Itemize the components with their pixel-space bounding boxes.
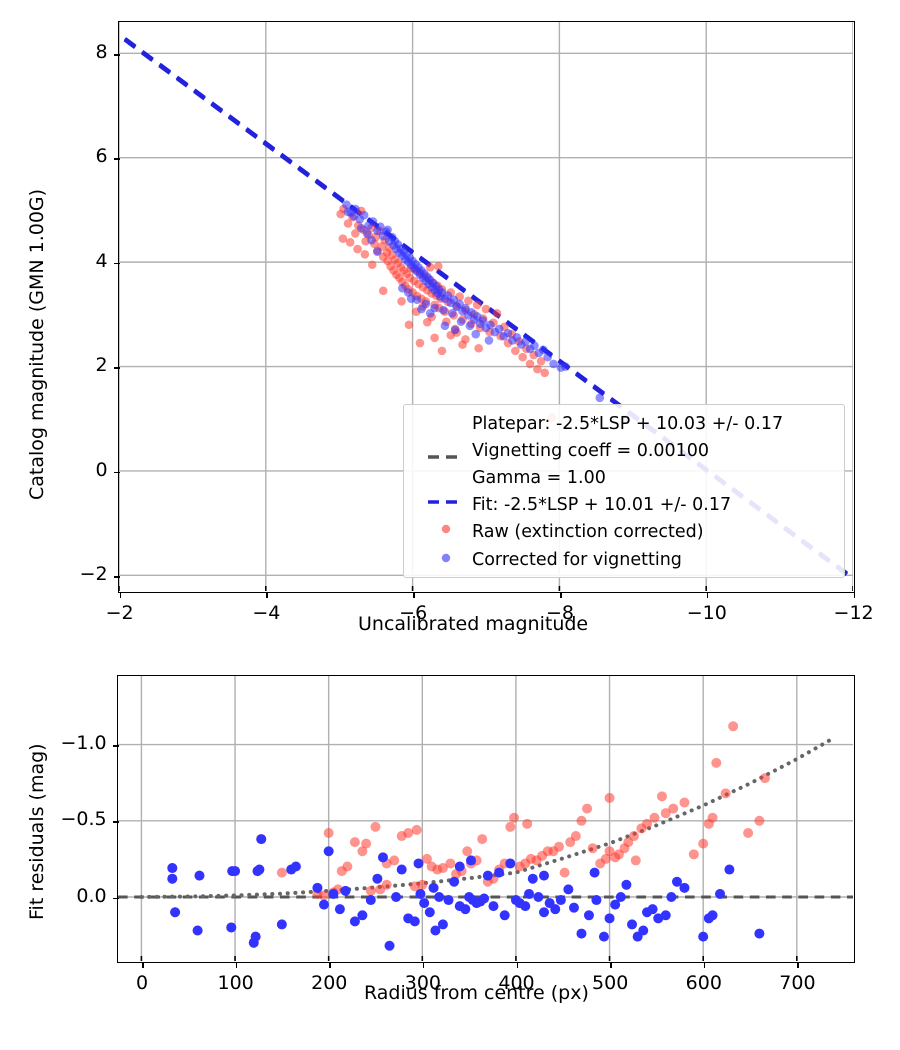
residuals-plot-canvas bbox=[118, 676, 853, 961]
y-tick-label: 6 bbox=[95, 145, 108, 168]
y-tick-label: −1.0 bbox=[60, 732, 107, 755]
scatter-series bbox=[342, 200, 630, 424]
y-tick-label: 4 bbox=[95, 249, 108, 272]
x-tick-label: −12 bbox=[833, 601, 874, 624]
y-tick-label: 2 bbox=[95, 354, 108, 377]
x-tick-mark bbox=[560, 591, 562, 598]
x-tick-mark bbox=[703, 961, 706, 968]
x-tick-label: 600 bbox=[685, 971, 722, 994]
x-tick-label: −2 bbox=[105, 601, 134, 624]
y-tick-label: 8 bbox=[95, 40, 108, 63]
x-tick-label: 400 bbox=[498, 971, 535, 994]
x-tick-mark bbox=[853, 591, 856, 598]
x-tick-label: 700 bbox=[779, 971, 816, 994]
x-tick-mark bbox=[413, 591, 415, 598]
photometry-plot-canvas bbox=[119, 22, 853, 591]
legend-entry-platepar: Platepar: -2.5*LSP + 10.03 +/- 0.17 bbox=[472, 414, 784, 434]
y-tick-mark bbox=[113, 367, 120, 369]
x-tick-label: 0 bbox=[135, 971, 149, 994]
x-tick-label: 100 bbox=[217, 971, 254, 994]
scatter-series bbox=[167, 834, 765, 951]
legend-entry-raw: Raw (extinction corrected) bbox=[472, 522, 704, 542]
y-tick-label: −2 bbox=[79, 562, 108, 585]
x-tick-mark bbox=[706, 591, 709, 598]
x-tick-mark bbox=[266, 591, 268, 598]
fit-residuals-plot bbox=[117, 675, 855, 963]
axis-label-y-top: Catalog magnitude (GMN 1.00G) bbox=[26, 188, 48, 500]
x-tick-label: −6 bbox=[399, 601, 428, 624]
x-tick-mark bbox=[142, 961, 144, 968]
y-tick-mark bbox=[113, 575, 120, 578]
axis-label-x-bottom: Radius from centre (px) bbox=[364, 982, 589, 1004]
x-tick-label: 500 bbox=[592, 971, 629, 994]
x-tick-label: −4 bbox=[252, 601, 281, 624]
y-tick-label: 0.0 bbox=[76, 884, 107, 907]
y-tick-mark bbox=[112, 821, 119, 823]
x-tick-mark bbox=[516, 961, 519, 968]
axis-label-y-bottom: Fit residuals (mag) bbox=[26, 743, 48, 920]
axis-label-x-top: Uncalibrated magnitude bbox=[358, 613, 589, 635]
y-tick-label: 0 bbox=[95, 458, 108, 481]
legend-box: Platepar: -2.5*LSP + 10.03 +/- 0.17 Vign… bbox=[403, 404, 845, 578]
legend-markers bbox=[428, 455, 464, 563]
scatter-series bbox=[167, 721, 770, 948]
x-tick-mark bbox=[422, 961, 425, 968]
y-tick-mark bbox=[112, 897, 119, 900]
y-tick-label: −0.5 bbox=[60, 808, 107, 831]
x-tick-label: 300 bbox=[404, 971, 442, 994]
y-tick-mark bbox=[113, 471, 120, 474]
x-tick-label: −8 bbox=[545, 601, 575, 624]
legend-entry-vignetting-coeff: Vignetting coeff = 0.00100 bbox=[472, 441, 710, 461]
x-tick-mark bbox=[119, 591, 122, 598]
y-tick-mark bbox=[113, 53, 120, 56]
x-tick-label: −10 bbox=[686, 601, 727, 624]
legend-entry-corrected: Corrected for vignetting bbox=[472, 550, 682, 570]
y-tick-mark bbox=[113, 158, 120, 160]
x-tick-mark bbox=[235, 961, 238, 968]
y-tick-mark bbox=[113, 262, 120, 265]
legend-entry-fit: Fit: -2.5*LSP + 10.01 +/- 0.17 bbox=[472, 495, 732, 515]
x-tick-mark bbox=[610, 961, 612, 968]
legend-entry-gamma: Gamma = 1.00 bbox=[472, 468, 606, 488]
y-tick-mark bbox=[112, 745, 119, 747]
x-tick-mark bbox=[329, 961, 331, 968]
x-tick-label: 200 bbox=[311, 971, 348, 994]
x-tick-mark bbox=[797, 961, 799, 968]
